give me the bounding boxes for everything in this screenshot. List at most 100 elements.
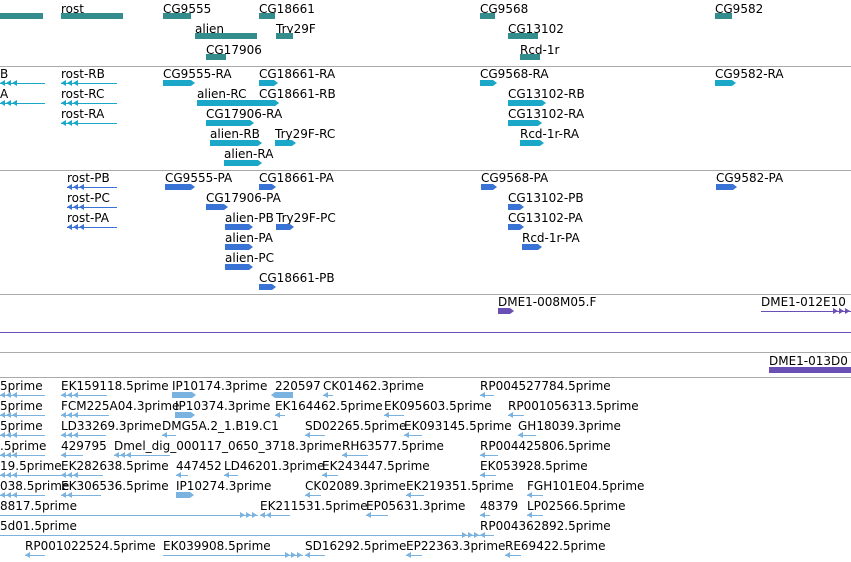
feature-glyph[interactable] [406,555,422,556]
feature-glyph[interactable] [114,455,170,456]
feature-glyph[interactable] [176,475,188,476]
feature-glyph[interactable] [518,435,536,436]
strand-arrow-icon [833,308,838,314]
feature-glyph[interactable] [0,435,45,436]
feature-glyph[interactable] [498,308,510,314]
feature-glyph[interactable] [0,535,480,536]
feature-glyph[interactable] [162,435,176,436]
feature-glyph[interactable] [0,475,62,476]
feature-glyph[interactable] [61,435,106,436]
feature-glyph[interactable] [61,83,117,84]
feature-glyph[interactable] [61,123,117,124]
feature-glyph[interactable] [259,184,272,190]
feature-glyph[interactable] [508,100,542,106]
feature-glyph[interactable] [206,54,226,60]
feature-glyph[interactable] [342,455,368,456]
feature-glyph[interactable] [480,475,496,476]
feature-glyph[interactable] [480,515,490,516]
feature-glyph[interactable] [61,475,103,476]
feature-glyph[interactable] [480,13,495,19]
feature-glyph[interactable] [384,415,404,416]
strand-arrow-icon [0,392,5,398]
feature-glyph[interactable] [210,140,258,146]
feature-glyph[interactable] [715,80,732,86]
feature-glyph[interactable] [276,33,293,39]
feature-glyph[interactable] [0,515,258,516]
feature-glyph[interactable] [0,332,851,333]
feature-glyph[interactable] [406,495,424,496]
feature-glyph[interactable] [508,224,520,230]
feature-glyph[interactable] [275,415,285,416]
feature-glyph[interactable] [761,311,851,312]
feature-glyph[interactable] [260,515,290,516]
feature-glyph[interactable] [206,204,224,210]
feature-glyph[interactable] [259,100,275,106]
feature-glyph[interactable] [67,227,117,228]
feature-glyph[interactable] [224,475,238,476]
feature-glyph[interactable] [61,103,117,104]
feature-glyph[interactable] [61,395,107,396]
feature-glyph[interactable] [225,264,249,270]
feature-glyph[interactable] [165,184,191,190]
feature-glyph[interactable] [0,455,45,456]
strand-arrow-icon [275,100,279,106]
feature-glyph[interactable] [323,395,333,396]
feature-glyph[interactable] [508,204,520,210]
feature-glyph[interactable] [172,392,192,398]
feature-glyph[interactable] [67,207,117,208]
feature-glyph[interactable] [715,13,732,19]
feature-glyph[interactable] [163,555,303,556]
feature-glyph[interactable] [508,415,524,416]
feature-glyph[interactable] [716,184,733,190]
feature-glyph[interactable] [225,244,249,250]
feature-glyph[interactable] [527,515,543,516]
feature-glyph[interactable] [522,244,538,250]
feature-glyph[interactable] [769,367,851,373]
feature-glyph[interactable] [0,395,45,396]
feature-glyph[interactable] [480,80,493,86]
feature-glyph[interactable] [259,13,275,19]
feature-glyph[interactable] [404,435,422,436]
feature-glyph[interactable] [61,455,83,456]
feature-glyph[interactable] [527,495,543,496]
feature-glyph[interactable] [275,392,293,398]
feature-glyph[interactable] [163,80,191,86]
feature-glyph[interactable] [0,13,43,19]
feature-glyph[interactable] [61,495,101,496]
feature-glyph[interactable] [520,54,540,60]
feature-glyph[interactable] [197,100,275,106]
feature-glyph[interactable] [0,103,45,104]
feature-glyph[interactable] [505,555,521,556]
feature-glyph[interactable] [61,13,123,19]
feature-glyph[interactable] [305,555,325,556]
feature-glyph[interactable] [259,284,272,290]
feature-glyph[interactable] [322,475,338,476]
strand-arrow-icon [73,204,78,210]
feature-glyph[interactable] [195,33,257,39]
feature-glyph[interactable] [275,140,292,146]
feature-glyph[interactable] [0,495,45,496]
feature-glyph[interactable] [225,224,249,230]
feature-glyph[interactable] [176,492,190,498]
feature-glyph[interactable] [481,184,493,190]
feature-glyph[interactable] [508,33,538,39]
feature-glyph[interactable] [0,83,45,84]
feature-glyph[interactable] [0,415,45,416]
feature-glyph[interactable] [206,120,250,126]
feature-glyph[interactable] [480,535,494,536]
feature-glyph[interactable] [366,515,388,516]
feature-glyph[interactable] [259,80,274,86]
feature-glyph[interactable] [480,395,494,396]
feature-glyph[interactable] [175,412,191,418]
feature-glyph[interactable] [67,187,117,188]
feature-glyph[interactable] [25,555,45,556]
feature-glyph[interactable] [163,13,191,19]
feature-glyph[interactable] [480,455,498,456]
feature-glyph[interactable] [276,224,290,230]
feature-glyph[interactable] [305,435,325,436]
feature-glyph[interactable] [305,495,321,496]
feature-glyph[interactable] [224,160,258,166]
feature-glyph[interactable] [520,140,540,146]
feature-glyph[interactable] [508,120,538,126]
feature-glyph[interactable] [61,415,109,416]
